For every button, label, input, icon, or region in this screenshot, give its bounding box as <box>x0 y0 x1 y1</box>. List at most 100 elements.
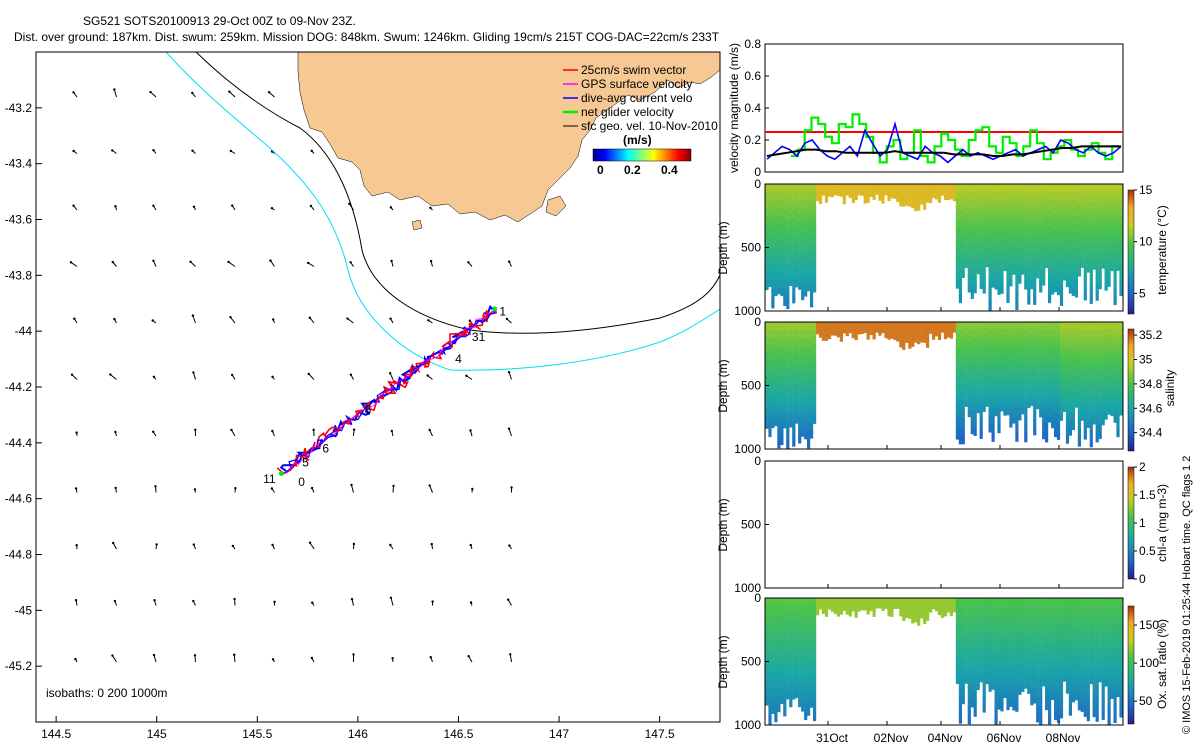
profile-2-bin-10 <box>771 272 775 282</box>
profile-29-bin-5 <box>851 602 855 604</box>
profile-11-bin-7 <box>798 382 802 392</box>
profile-14-bin-5 <box>807 367 811 377</box>
profile-19-bin-8 <box>821 190 826 192</box>
profile-20-bin-9 <box>824 333 829 336</box>
profile-78-bin-5 <box>997 361 1001 370</box>
profile-5-bin-13 <box>780 435 784 445</box>
profile-113-bin-0 <box>1101 322 1105 330</box>
profile-40-bin-12 <box>884 193 888 195</box>
profile-15-bin-1 <box>810 330 814 339</box>
profile-35-bin-3 <box>869 324 873 326</box>
profile-80-bin-1 <box>1003 190 1007 197</box>
profile-64-bin-1 <box>955 191 959 200</box>
profile-53-bin-6 <box>923 330 927 333</box>
profile-57-bin-5 <box>935 327 939 329</box>
profile-83-bin-11 <box>1012 686 1016 695</box>
bruny-island <box>545 195 567 217</box>
profile-58-bin-6 <box>937 605 942 607</box>
profile-65-bin-11 <box>958 696 962 706</box>
profile-10-bin-4 <box>795 626 799 634</box>
profile-93-bin-0 <box>1042 322 1046 331</box>
profile-70-bin-8 <box>973 387 977 396</box>
profile-79-bin-13 <box>1000 285 1004 294</box>
profile-72-bin-5 <box>979 628 983 635</box>
profile-33-bin-13 <box>863 609 867 611</box>
profile-39-bin-13 <box>881 609 885 611</box>
profile-20-bin-5 <box>824 190 829 193</box>
profile-33-bin-3 <box>863 188 867 190</box>
profile-25-bin-11 <box>839 610 843 613</box>
profile-31-bin-4 <box>857 601 861 604</box>
profile-84-bin-9 <box>1015 671 1019 680</box>
profile-34-bin-1 <box>866 599 870 601</box>
profile-111-bin-3 <box>1095 347 1099 357</box>
profile-74-bin-3 <box>985 201 989 208</box>
profile-22-bin-6 <box>830 327 834 329</box>
profile-50-bin-8 <box>914 611 918 614</box>
profile-64-bin-13 <box>955 280 959 289</box>
profile-61-bin-9 <box>946 331 951 334</box>
profile-4-bin-5 <box>777 638 781 648</box>
profile-98-bin-5 <box>1056 364 1061 373</box>
chart-subtitle: Dist. over ground: 187km. Dist. swum: 25… <box>14 30 720 44</box>
profile-86-bin-9 <box>1021 381 1025 388</box>
arrowhead-7-5 <box>349 373 353 376</box>
profile-46-bin-11 <box>902 343 906 346</box>
profile-97-bin-1 <box>1054 191 1058 200</box>
profile-13-bin-2 <box>804 615 808 625</box>
profile-86-bin-7 <box>1021 368 1025 375</box>
profile-102-bin-5 <box>1068 223 1072 232</box>
arrowhead-8-3 <box>390 259 393 263</box>
profile-9-bin-11 <box>792 277 796 287</box>
profile-103-bin-5 <box>1071 360 1075 369</box>
profile-104-bin-13 <box>1074 289 1078 298</box>
profile-88-bin-2 <box>1027 201 1031 211</box>
profile-38-bin-8 <box>878 329 882 331</box>
profile-97-bin-2 <box>1054 199 1058 208</box>
profile-64-bin-11 <box>955 414 959 423</box>
profile-74-bin-8 <box>985 231 989 238</box>
profile-2-bin-7 <box>771 246 775 256</box>
chl-ytick-label-1: 500 <box>741 518 761 532</box>
profile-64-bin-9 <box>955 653 959 660</box>
profile-40-bin-13 <box>884 194 888 196</box>
profile-72-bin-12 <box>979 422 983 431</box>
profile-50-bin-9 <box>914 613 918 616</box>
profile-94-bin-5 <box>1045 364 1049 374</box>
profile-66-bin-12 <box>961 426 965 436</box>
profile-104-bin-2 <box>1074 200 1078 209</box>
profile-21-bin-8 <box>827 191 832 193</box>
profile-69-bin-9 <box>970 257 974 267</box>
profile-7-bin-8 <box>786 394 790 404</box>
profile-16-bin-3 <box>813 624 817 634</box>
profile-72-bin-10 <box>979 658 983 665</box>
profile-70-bin-12 <box>973 419 977 428</box>
map-y-axis: -43.2-43.4-43.6-43.8-44-44.2-44.4-44.6-4… <box>5 101 42 673</box>
profile-85-bin-6 <box>1018 364 1022 372</box>
profile-63-bin-9 <box>952 328 956 330</box>
profile-70-bin-13 <box>973 285 977 294</box>
profile-101-bin-5 <box>1065 220 1070 229</box>
profile-45-bin-9 <box>899 198 903 201</box>
profile-66-bin-3 <box>961 348 965 358</box>
profile-62-bin-8 <box>949 608 953 610</box>
profile-21-bin-7 <box>827 603 832 605</box>
profile-57-bin-9 <box>935 331 939 333</box>
profile-97-bin-10 <box>1054 261 1058 270</box>
profile-1-bin-10 <box>768 404 772 413</box>
profile-6-bin-6 <box>783 648 787 658</box>
profile-2-bin-11 <box>771 688 775 698</box>
profile-5-bin-9 <box>780 665 784 674</box>
profile-71-bin-8 <box>976 374 980 381</box>
profile-81-bin-2 <box>1006 335 1010 343</box>
profile-66-bin-11 <box>961 417 965 427</box>
profile-60-bin-3 <box>943 187 948 189</box>
profile-25-bin-4 <box>839 602 843 605</box>
profile-97-bin-5 <box>1054 363 1058 372</box>
profile-118-bin-13 <box>1116 428 1120 438</box>
profile-28-bin-3 <box>848 601 852 604</box>
profile-60-bin-4 <box>943 188 948 190</box>
profile-110-bin-1 <box>1092 329 1096 337</box>
profile-18-bin-2 <box>818 599 823 601</box>
profile-68-bin-9 <box>967 383 971 391</box>
